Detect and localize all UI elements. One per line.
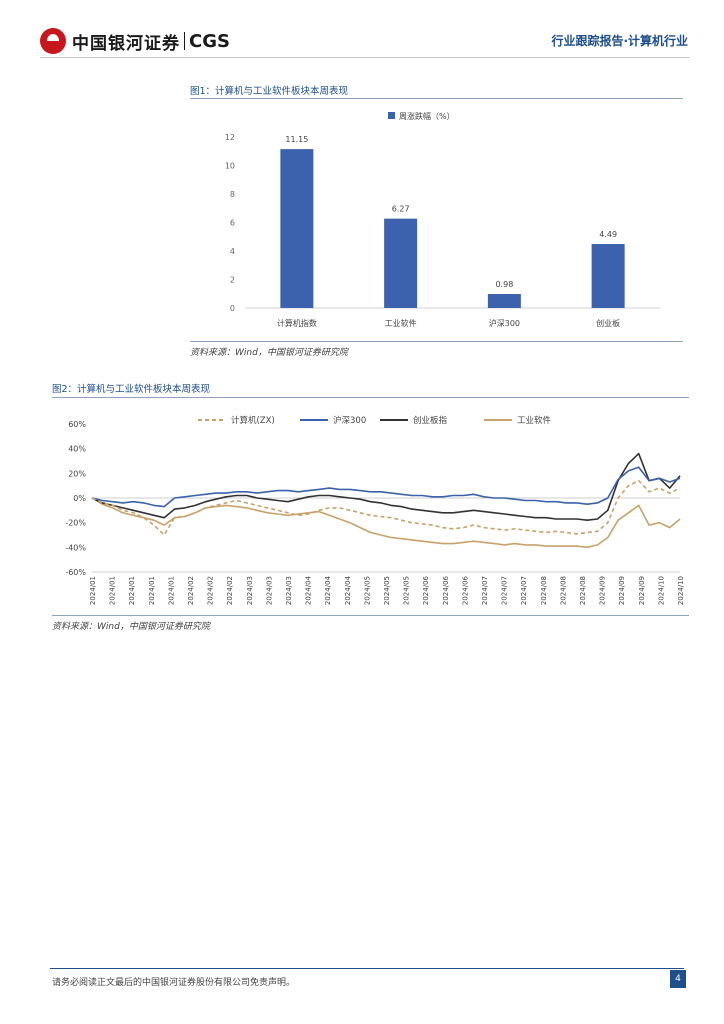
x-tick-label: 2024/05 [403,576,411,605]
bar [591,244,625,308]
x-tick-label: 计算机指数 [277,318,317,328]
legend-label: 计算机(ZX) [231,415,275,426]
legend-swatch [388,112,395,119]
series-line [91,452,681,521]
x-tick-label: 2024/02 [187,576,195,605]
x-tick-label: 2024/03 [246,576,254,605]
x-tick-label: 2024/01 [89,576,97,605]
x-tick-label: 2024/09 [638,576,646,605]
figure1-top-rule [190,98,683,99]
figure2-top-rule [52,397,689,398]
page-header: 中国银河证券 CGS 行业跟踪报告·计算机行业 [0,0,724,70]
logo-chinese-name: 中国银河证券 [72,33,180,54]
logo-divider [184,32,185,50]
figure2-title: 图2：计算机与工业软件板块本周表现 [52,384,211,395]
x-tick-label: 2024/04 [324,575,332,605]
bar [280,149,314,308]
data-label: 11.15 [285,135,308,144]
x-tick-label: 2024/04 [344,575,352,605]
y-tick-label: -60% [65,568,86,577]
x-tick-label: 2024/03 [265,576,273,605]
figure1-title: 图1：计算机与工业软件板块本周表现 [190,86,349,97]
report-type-label: 行业跟踪报告·计算机行业 [551,34,688,48]
x-tick-label: 2024/05 [363,576,371,605]
legend-label: 创业板指 [413,415,448,426]
bar [487,294,521,308]
x-tick-label: 2024/10 [677,576,685,605]
x-tick-label: 2024/01 [148,576,156,605]
x-tick-label: 2024/09 [618,576,626,605]
logo-english-name: CGS [189,30,230,52]
x-tick-label: 2024/08 [579,576,587,605]
x-tick-label: 2024/05 [383,576,391,605]
figure2-line-chart: 计算机(ZX) 沪深300 创业板指 工业软件 -60% -40% -20% 0% 20% 40%… [65,415,685,605]
y-tick-label: 0% [73,494,86,503]
series-line [91,497,681,549]
x-tick-label: 2024/09 [599,576,607,605]
y-tick-label: 40% [68,445,86,454]
y-tick-label: 12 [225,133,235,142]
y-tick-label: -20% [65,519,86,528]
legend-label: 沪深300 [333,415,366,426]
y-tick-label: -40% [65,543,86,552]
figure1-bottom-rule [190,341,683,342]
series-line [91,479,681,536]
page-number: 4 [670,970,686,988]
footer-divider [50,968,684,969]
x-tick-label: 2024/07 [501,576,509,605]
x-tick-label: 工业软件 [385,318,417,328]
x-tick-label: 2024/08 [540,576,548,605]
y-tick-label: 10 [225,162,235,171]
footer-disclaimer: 请务必阅读正文最后的中国银河证券股份有限公司免责声明。 [52,978,296,988]
y-tick-label: 6 [230,219,235,228]
y-tick-label: 2 [230,276,235,285]
y-tick-label: 4 [230,247,235,256]
x-tick-label: 2024/06 [442,575,450,605]
x-tick-label: 2024/01 [128,576,136,605]
header-divider [40,57,690,58]
figure2-source: 资料来源：Wind，中国银河证券研究院 [52,622,210,632]
x-tick-label: 2024/03 [285,576,293,605]
legend-label: 工业软件 [517,415,552,426]
y-tick-label: 8 [230,190,235,199]
x-tick-label: 2024/08 [559,576,567,605]
x-tick-label: 2024/01 [109,576,117,605]
y-tick-label: 20% [68,469,86,478]
x-tick-label: 2024/02 [207,576,215,605]
figure1-source: 资料来源：Wind，中国银河证券研究院 [190,348,348,358]
x-tick-label: 2024/02 [226,576,234,605]
figure1-bar-chart: 周涨跌幅（%） 0 2 4 6 8 10 12 11.15 计算机指数 6.27 工业软件 0.98 沪深… [225,111,660,328]
x-tick-label: 2024/06 [422,575,430,605]
y-tick-label: 60% [68,420,86,429]
legend-label: 周涨跌幅（%） [399,111,455,121]
data-label: 6.27 [392,205,410,214]
x-tick-label: 2024/01 [167,576,175,605]
bar [384,218,418,308]
x-tick-label: 2024/06 [461,575,469,605]
figure2-bottom-rule [52,615,689,616]
data-label: 4.49 [599,230,617,239]
series-line [91,466,681,508]
x-tick-label: 沪深300 [489,318,520,328]
data-label: 0.98 [495,280,513,289]
x-tick-label: 2024/04 [305,575,313,605]
y-tick-label: 0 [230,304,235,313]
x-tick-label: 2024/07 [481,576,489,605]
brand-logo: 中国银河证券 CGS [40,28,230,54]
x-tick-label: 创业板 [596,318,620,328]
x-tick-label: 2024/07 [520,576,528,605]
x-tick-label: 2024/10 [657,576,665,605]
cgs-logo-icon [40,28,66,54]
